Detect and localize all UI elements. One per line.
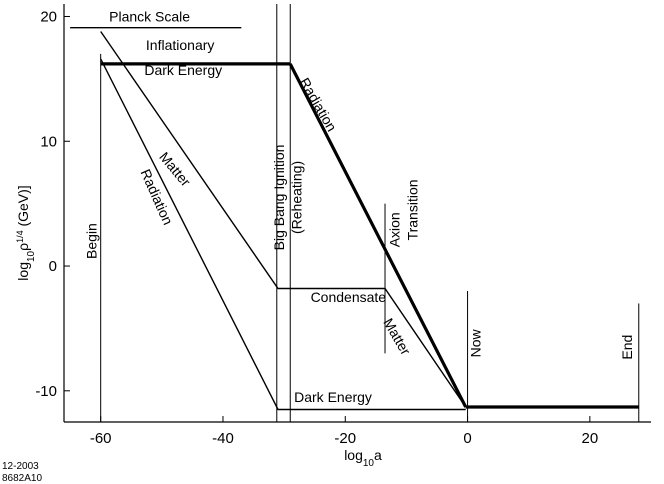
event-lines bbox=[100, 4, 640, 422]
x-axis-label: log10a bbox=[344, 447, 382, 469]
x-tick-label: 0 bbox=[463, 430, 471, 447]
x-tick-label: -40 bbox=[212, 430, 234, 447]
chart-annotation: Begin bbox=[83, 223, 99, 259]
chart-annotation: Planck Scale bbox=[109, 8, 190, 24]
series-line bbox=[100, 58, 466, 411]
y-tick-label: 10 bbox=[40, 133, 57, 150]
chart-annotation: Now bbox=[467, 328, 483, 357]
x-tick-label: -20 bbox=[334, 430, 356, 447]
chart-annotation: Transition bbox=[404, 179, 420, 240]
chart-annotation: Dark Energy bbox=[144, 62, 222, 78]
axis-ticks: -60 -40 -20 0 20 -10 0 10 20 bbox=[35, 8, 598, 447]
y-axis-label: log10ρ1/4 (GeV)] bbox=[15, 185, 37, 280]
chart-annotation: Matter bbox=[156, 149, 194, 190]
chart-annotation: Radiation bbox=[297, 75, 340, 134]
chart-annotation: Big Bang Ignition bbox=[271, 145, 287, 251]
y-tick-label: -10 bbox=[35, 383, 57, 400]
chart-annotation: Dark Energy bbox=[294, 389, 372, 405]
series-line bbox=[100, 31, 467, 408]
chart-annotations: Planck Scale Inflationary Dark Energy Matte… bbox=[83, 8, 635, 405]
chart-annotation: Axion bbox=[387, 212, 403, 247]
chart-annotation: Inflationary bbox=[146, 37, 214, 53]
chart-annotation: Condensate bbox=[311, 289, 387, 305]
chart-annotation: (Reheating) bbox=[288, 161, 304, 234]
footer-date: 12-2003 bbox=[2, 461, 39, 472]
plot-frame bbox=[63, 4, 651, 423]
chart-series bbox=[70, 27, 639, 411]
y-tick-label: 20 bbox=[40, 8, 57, 25]
x-tick-label: 20 bbox=[582, 430, 599, 447]
footer-code: 8682A10 bbox=[2, 473, 42, 484]
x-tick-label: -60 bbox=[90, 430, 112, 447]
series-line bbox=[288, 63, 468, 408]
y-tick-label: 0 bbox=[49, 258, 57, 275]
chart-annotation: End bbox=[619, 335, 635, 360]
